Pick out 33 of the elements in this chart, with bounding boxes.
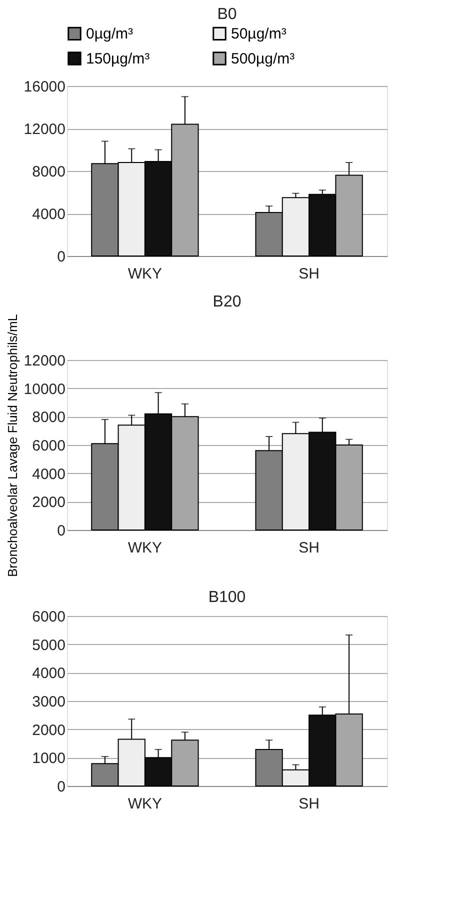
y-tick-label: 6000 [32, 438, 66, 454]
x-tick-label: SH [298, 540, 320, 556]
y-tick-label: 2000 [32, 722, 66, 739]
y-tick-label: 4000 [32, 206, 66, 223]
y-tick-label: 12000 [24, 352, 66, 370]
x-tick-label: SH [298, 266, 320, 282]
y-tick-label: 1000 [32, 750, 66, 768]
y-tick-label: 16000 [24, 78, 66, 96]
chart-title: B20 [212, 293, 242, 310]
x-tick-label: WKY [128, 796, 162, 812]
y-tick-label: 12000 [24, 121, 66, 138]
legend-label: 500µg/m³ [231, 50, 295, 68]
y-tick-label: 0 [57, 522, 66, 540]
y-tick-label: 6000 [32, 608, 66, 626]
y-tick-label: 2000 [32, 494, 66, 512]
y-tick-label: 3000 [32, 694, 66, 710]
x-tick-label: WKY [128, 266, 162, 282]
y-tick-label: 8000 [32, 164, 66, 180]
legend-label: 0µg/m³ [86, 26, 133, 43]
y-tick-label: 0 [57, 778, 66, 796]
legend-label: 150µg/m³ [86, 50, 150, 68]
legend-label: 50µg/m³ [231, 26, 286, 43]
y-tick-label: 5000 [32, 636, 66, 654]
chart-title: B100 [208, 589, 246, 606]
y-tick-label: 4000 [32, 466, 66, 483]
x-tick-label: WKY [128, 540, 162, 556]
x-tick-label: SH [298, 796, 320, 812]
y-tick-label: 4000 [32, 665, 66, 682]
y-axis-title: Bronchoalveolar Lavage Fluid Neutrophils/mL [4, 314, 20, 578]
y-tick-label: 8000 [32, 409, 66, 426]
chart-title: B0 [217, 6, 237, 23]
y-tick-label: 0 [57, 248, 66, 266]
y-tick-label: 10000 [24, 380, 66, 398]
